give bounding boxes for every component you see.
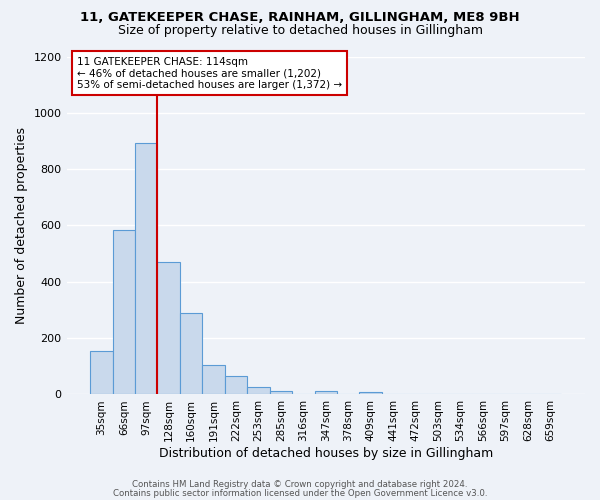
Bar [90, 351, 113, 395]
Bar [135, 143, 157, 395]
Text: 11, GATEKEEPER CHASE, RAINHAM, GILLINGHAM, ME8 9BH: 11, GATEKEEPER CHASE, RAINHAM, GILLINGHA… [80, 11, 520, 24]
Bar [225, 376, 247, 394]
Bar [247, 386, 269, 394]
Bar [202, 365, 225, 394]
Y-axis label: Number of detached properties: Number of detached properties [15, 127, 28, 324]
Text: 11 GATEKEEPER CHASE: 114sqm
← 46% of detached houses are smaller (1,202)
53% of : 11 GATEKEEPER CHASE: 114sqm ← 46% of det… [77, 56, 342, 90]
Bar [269, 391, 292, 394]
Bar [359, 392, 382, 394]
Bar [314, 391, 337, 394]
Text: Contains public sector information licensed under the Open Government Licence v3: Contains public sector information licen… [113, 489, 487, 498]
Bar [157, 262, 180, 394]
X-axis label: Distribution of detached houses by size in Gillingham: Distribution of detached houses by size … [158, 447, 493, 460]
Text: Size of property relative to detached houses in Gillingham: Size of property relative to detached ho… [118, 24, 482, 37]
Text: Contains HM Land Registry data © Crown copyright and database right 2024.: Contains HM Land Registry data © Crown c… [132, 480, 468, 489]
Bar [180, 313, 202, 394]
Bar [113, 230, 135, 394]
